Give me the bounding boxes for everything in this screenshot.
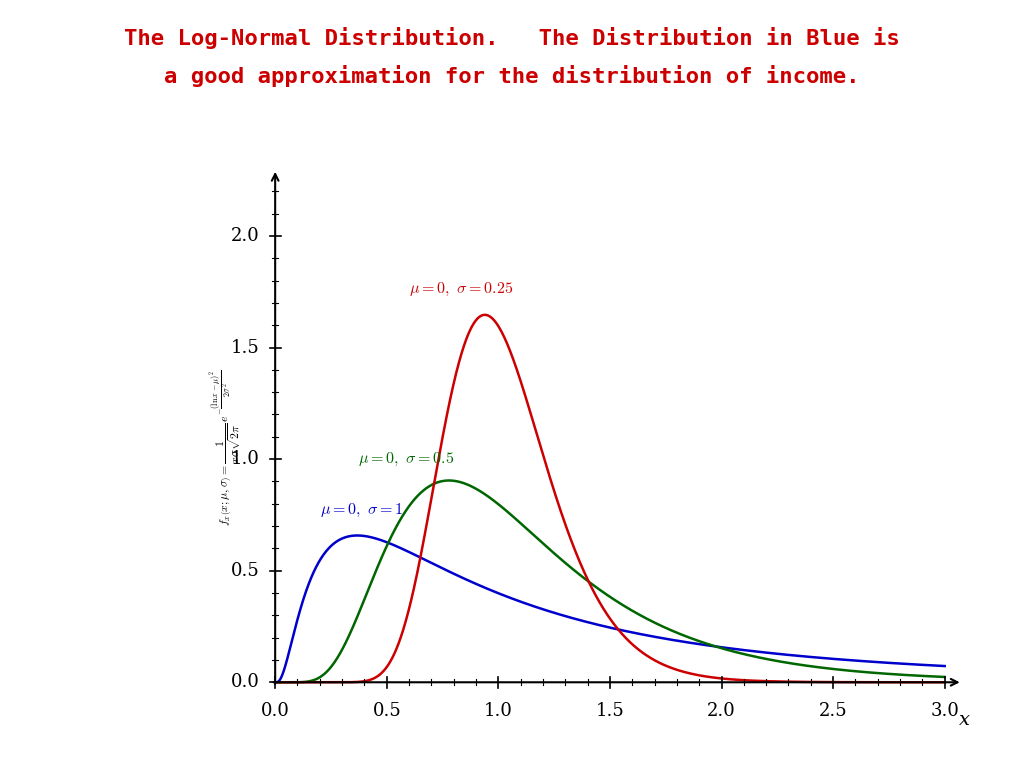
Text: 1.0: 1.0: [230, 450, 259, 468]
Text: 2.5: 2.5: [819, 703, 848, 720]
Text: 2.0: 2.0: [708, 703, 736, 720]
Text: 0.5: 0.5: [373, 703, 401, 720]
Text: $\mu=0,\ \sigma=0.25$: $\mu=0,\ \sigma=0.25$: [409, 281, 513, 299]
Text: 0.5: 0.5: [230, 561, 259, 580]
Text: 3.0: 3.0: [930, 703, 959, 720]
Text: $\mu=0,\ \sigma=0.5$: $\mu=0,\ \sigma=0.5$: [357, 451, 454, 468]
Text: 1.5: 1.5: [596, 703, 625, 720]
Text: a good approximation for the distribution of income.: a good approximation for the distributio…: [164, 65, 860, 88]
Text: 2.0: 2.0: [230, 227, 259, 245]
Text: 0.0: 0.0: [230, 674, 259, 691]
Text: x: x: [959, 711, 971, 730]
Text: $f_x\left(x;\mu,\sigma\right)=\dfrac{1}{x\sigma\sqrt{2\pi}}\,e^{-\dfrac{(\ln x-\: $f_x\left(x;\mu,\sigma\right)=\dfrac{1}{…: [208, 369, 244, 526]
Text: 1.0: 1.0: [484, 703, 513, 720]
Text: The Log-Normal Distribution.   The Distribution in Blue is: The Log-Normal Distribution. The Distrib…: [124, 27, 900, 49]
Text: $\mu=0,\ \sigma=1$: $\mu=0,\ \sigma=1$: [319, 502, 403, 519]
Text: 0.0: 0.0: [261, 703, 290, 720]
Text: 1.5: 1.5: [230, 339, 259, 356]
